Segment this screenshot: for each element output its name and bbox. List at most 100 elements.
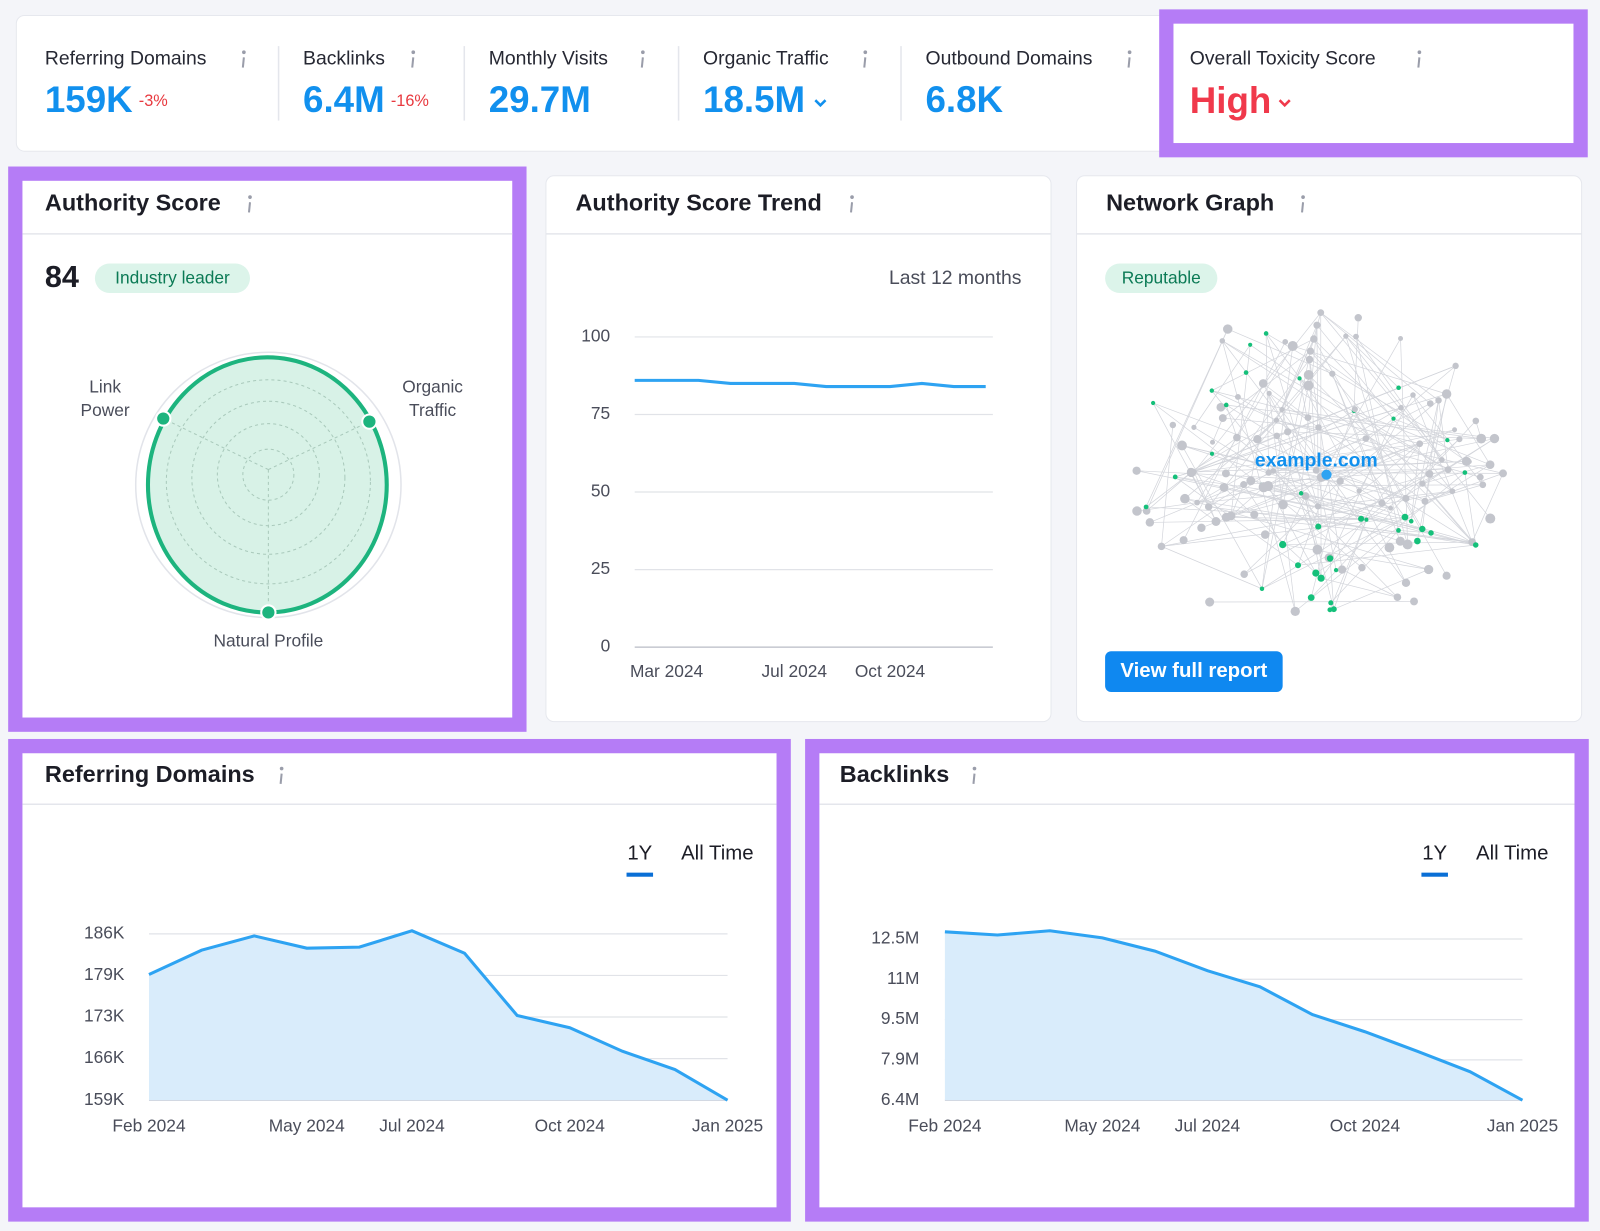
graph-edge bbox=[1410, 443, 1421, 522]
info-icon bbox=[241, 57, 245, 68]
info-icon bbox=[242, 50, 246, 55]
range-tab[interactable]: All Time bbox=[1476, 843, 1549, 865]
badge-text: Industry leader bbox=[115, 267, 230, 287]
graph-node bbox=[1240, 481, 1248, 489]
range-tab[interactable]: 1Y bbox=[1422, 843, 1447, 865]
value: 159K bbox=[45, 79, 133, 120]
graph-node bbox=[1328, 600, 1334, 606]
info-icon bbox=[850, 195, 854, 199]
graph-edge bbox=[1149, 518, 1362, 523]
graph-node bbox=[1209, 451, 1215, 456]
graph-edge bbox=[1422, 464, 1491, 484]
radar-label: Traffic bbox=[409, 400, 457, 420]
graph-node bbox=[1452, 362, 1459, 370]
graph-node bbox=[1472, 417, 1480, 425]
graph-node bbox=[1362, 435, 1370, 442]
radar-label: Link bbox=[89, 377, 121, 397]
metric-value[interactable]: 18.5M bbox=[703, 79, 805, 120]
info-icon bbox=[1127, 50, 1132, 55]
graph-edge bbox=[1317, 490, 1453, 507]
graph-node bbox=[1333, 567, 1339, 573]
graph-edge bbox=[1149, 480, 1251, 523]
graph-node bbox=[1317, 309, 1325, 317]
metric-value: 29.7M bbox=[489, 79, 591, 120]
graph-node bbox=[1143, 504, 1149, 510]
graph-edge bbox=[1257, 431, 1288, 440]
graph-edge bbox=[1292, 345, 1447, 395]
graph-edge bbox=[1320, 312, 1431, 404]
graph-node bbox=[1396, 528, 1401, 533]
graph-edge bbox=[1152, 402, 1407, 499]
graph-edge bbox=[1181, 445, 1406, 518]
graph-node bbox=[1315, 424, 1322, 431]
card-title: Authority Score Trend bbox=[576, 189, 822, 215]
graph-edge bbox=[1161, 424, 1174, 547]
graph-edge bbox=[1211, 390, 1420, 445]
graph-node bbox=[1476, 433, 1487, 444]
y-tick-label: 6.4M bbox=[881, 1089, 920, 1109]
graph-edge bbox=[1161, 546, 1263, 590]
graph-edge bbox=[1261, 438, 1495, 590]
graph-node bbox=[1223, 324, 1233, 334]
graph-edge bbox=[1225, 404, 1238, 438]
graph-node bbox=[1284, 428, 1292, 436]
graph-node bbox=[1221, 469, 1230, 478]
graph-node bbox=[1452, 427, 1458, 433]
graph-edge bbox=[1184, 498, 1429, 570]
graph-node bbox=[1216, 402, 1226, 412]
graph-node bbox=[1456, 436, 1463, 443]
graph-edge bbox=[1226, 404, 1391, 509]
graph-node bbox=[1211, 517, 1221, 526]
graph-edge bbox=[1300, 325, 1318, 494]
info-icon bbox=[279, 773, 283, 784]
graph-edge bbox=[1152, 402, 1264, 488]
metric-label: Overall Toxicity Score bbox=[1190, 48, 1376, 70]
y-tick-label: 75 bbox=[591, 403, 610, 423]
radar-label: Power bbox=[81, 400, 130, 420]
radar-spoke bbox=[163, 418, 370, 613]
graph-node bbox=[1330, 606, 1337, 613]
range-tab[interactable]: All Time bbox=[681, 843, 754, 865]
graph-edge bbox=[1320, 312, 1443, 460]
graph-node bbox=[1358, 515, 1365, 522]
graph-node bbox=[1476, 473, 1484, 481]
graph-node bbox=[1145, 518, 1155, 527]
graph-edge bbox=[1146, 472, 1192, 512]
graph-edge bbox=[1281, 409, 1495, 439]
graph-node bbox=[1177, 440, 1187, 451]
graph-edge bbox=[1332, 373, 1401, 542]
graph-node bbox=[1301, 492, 1310, 500]
score: 84 bbox=[45, 260, 79, 294]
graph-node bbox=[1278, 499, 1288, 510]
y-tick-label: 9.5M bbox=[881, 1008, 920, 1028]
graph-node bbox=[1204, 503, 1213, 511]
info-icon bbox=[1417, 50, 1422, 55]
toxicity-value[interactable]: High bbox=[1190, 80, 1272, 121]
graph-node bbox=[1313, 321, 1321, 329]
range-tab[interactable]: 1Y bbox=[627, 843, 652, 865]
button[interactable] bbox=[1105, 651, 1283, 693]
graph-node bbox=[1315, 523, 1322, 530]
graph-node bbox=[1307, 594, 1315, 601]
x-tick-label: Oct 2024 bbox=[1330, 1115, 1401, 1135]
graph-edge bbox=[1222, 340, 1453, 492]
graph-node bbox=[1321, 469, 1332, 480]
graph-node bbox=[1250, 510, 1259, 519]
x-tick-label: Jul 2024 bbox=[761, 661, 827, 681]
graph-edge bbox=[1257, 335, 1347, 440]
button-label[interactable]: View full report bbox=[1120, 660, 1267, 682]
graph-node bbox=[1306, 347, 1315, 355]
chevron[interactable] bbox=[814, 99, 827, 108]
radar bbox=[134, 351, 402, 621]
graph-edge bbox=[1193, 427, 1269, 473]
info-icon bbox=[972, 773, 976, 784]
graph-node bbox=[1479, 481, 1487, 489]
graph-edge bbox=[1287, 431, 1482, 439]
graph-edge bbox=[1211, 390, 1277, 421]
graph-node bbox=[1353, 333, 1359, 340]
graph-edge bbox=[1329, 519, 1367, 610]
chevron[interactable] bbox=[1278, 99, 1291, 108]
graph-node bbox=[1282, 338, 1289, 345]
graph-edge bbox=[1282, 544, 1429, 570]
x-tick-label: Feb 2024 bbox=[908, 1115, 982, 1135]
